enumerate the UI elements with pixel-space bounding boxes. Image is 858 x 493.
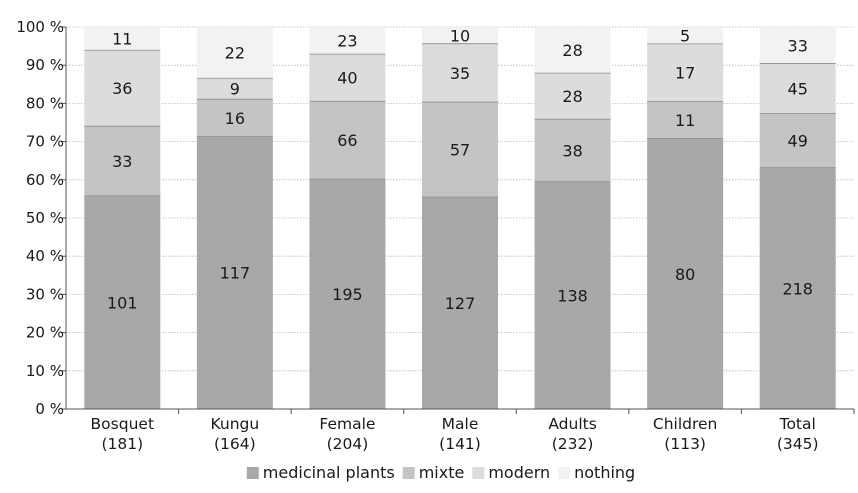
legend-item: medicinal plants (246, 463, 395, 482)
legend-swatch (246, 467, 259, 479)
data-label: 218 (782, 279, 813, 298)
y-tick-label: 20 % (26, 324, 64, 342)
data-label: 10 (450, 26, 470, 45)
legend-label: medicinal plants (263, 463, 395, 482)
x-category-count: (181) (101, 435, 143, 453)
x-category-count: (113) (664, 435, 706, 453)
data-label: 38 (562, 141, 582, 160)
x-category-label: Total (779, 415, 816, 433)
bar-segment (309, 27, 386, 55)
bar-segment (84, 27, 161, 51)
bar-segment (309, 54, 386, 102)
y-tick-label: 100 % (16, 18, 64, 36)
data-label: 80 (675, 265, 695, 284)
bar-segment (309, 179, 386, 409)
x-category-label: Kungu (211, 415, 260, 433)
data-label: 195 (332, 285, 363, 304)
data-label: 45 (788, 79, 808, 98)
bars (84, 27, 836, 409)
data-label: 57 (450, 141, 470, 160)
data-label: 49 (788, 131, 808, 150)
x-category-count: (164) (214, 435, 256, 453)
bar-segment (534, 27, 611, 74)
data-label: 36 (112, 79, 132, 98)
bar-segment (647, 138, 724, 409)
legend-label: modern (488, 463, 550, 482)
y-tick-label: 60 % (26, 171, 64, 189)
legend-item: modern (472, 463, 550, 482)
bar-segment (422, 43, 498, 103)
bar-segment (534, 73, 611, 120)
data-label: 9 (230, 80, 240, 99)
x-category-label: Bosquet (91, 415, 154, 433)
legend-swatch (558, 467, 571, 479)
data-label: 66 (337, 131, 357, 150)
x-category-count: (232) (552, 435, 594, 453)
bar-segment (647, 101, 724, 139)
bar-segment (534, 119, 611, 182)
data-label: 11 (112, 30, 132, 49)
x-category-label: Female (319, 415, 375, 433)
y-tick-label: 40 % (26, 247, 64, 265)
bar-segment (84, 126, 161, 196)
bar-segment (759, 167, 836, 409)
bar-segment (759, 113, 836, 168)
y-tick-label: 80 % (26, 94, 64, 112)
x-category-label: Adults (548, 415, 596, 433)
data-label: 16 (225, 109, 245, 128)
y-tick-label: 50 % (26, 209, 64, 227)
data-label: 11 (675, 111, 695, 130)
bar-segment (647, 27, 724, 44)
legend-item: mixte (402, 463, 465, 482)
data-label: 17 (675, 64, 695, 83)
y-tick-label: 30 % (26, 285, 64, 303)
data-label: 28 (562, 87, 582, 106)
data-label: 33 (112, 152, 132, 171)
y-tick-label: 70 % (26, 133, 64, 151)
data-labels: 101 33 36 11 117 16 9 22 195 66 40 23 127 57 35 10 138 38… (107, 26, 813, 313)
data-label: 23 (337, 32, 357, 51)
data-label: 33 (788, 36, 808, 55)
bar-segment (422, 197, 498, 409)
y-tick-label: 90 % (26, 56, 64, 74)
data-label: 28 (562, 41, 582, 60)
bar-segment (196, 136, 273, 409)
data-label: 138 (557, 286, 588, 305)
data-label: 22 (225, 44, 245, 63)
bar-segment (196, 78, 273, 100)
data-label: 35 (450, 64, 470, 83)
legend: medicinal plants mixte modern nothing (246, 463, 635, 482)
bar-segment (647, 43, 724, 102)
bar-segment (422, 102, 498, 198)
bar-segment (759, 27, 836, 64)
legend-item: nothing (558, 463, 635, 482)
bar-segment (196, 27, 273, 79)
axes: 0 % 10 % 20 % 30 % 40 % 50 % 60 % 70 % 80 % 90 % 1… (16, 18, 855, 453)
x-category-label: Male (442, 415, 479, 433)
y-tick-label: 0 % (35, 400, 64, 418)
bar-segment (759, 63, 836, 114)
bar-segment (84, 195, 161, 409)
bar-segment (309, 101, 386, 180)
legend-swatch (402, 467, 415, 479)
bar-segment (196, 99, 273, 137)
bar-segment (84, 50, 161, 127)
x-category-count: (141) (439, 435, 481, 453)
x-category-count: (345) (777, 435, 819, 453)
legend-label: mixte (419, 463, 465, 482)
y-tick-label: 10 % (26, 362, 64, 380)
x-category-count: (204) (327, 435, 369, 453)
data-label: 127 (445, 294, 476, 313)
legend-label: nothing (574, 463, 635, 482)
data-label: 117 (220, 264, 251, 283)
bar-segment (534, 181, 611, 409)
data-label: 5 (680, 26, 690, 45)
legend-swatch (472, 467, 485, 479)
x-category-label: Children (653, 415, 718, 433)
bar-segment (422, 27, 498, 44)
data-label: 101 (107, 293, 138, 312)
data-label: 40 (337, 69, 357, 88)
